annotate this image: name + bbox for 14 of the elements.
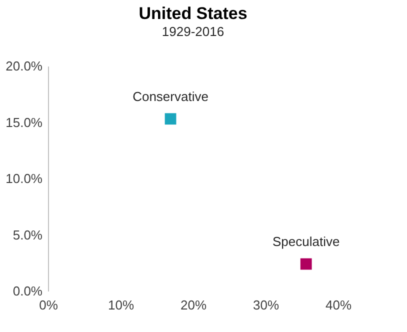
series-label: Conservative — [132, 88, 208, 104]
y-tick-label: 15.0% — [6, 114, 43, 130]
y-tick-label: 5.0% — [12, 227, 43, 242]
x-tick-label: 40% — [325, 298, 352, 312]
chart-subtitle: 1929-2016 — [162, 24, 224, 39]
x-tick-label: 0% — [39, 298, 58, 312]
y-tick-label: 0.0% — [12, 284, 43, 298]
series-label: Speculative — [272, 234, 340, 249]
x-tick-label: 10% — [108, 298, 134, 312]
y-tick-label: 10.0% — [6, 171, 43, 186]
chart-title: United States — [138, 4, 248, 23]
y-tick-label: 20.0% — [6, 58, 43, 74]
x-tick-label: 20% — [180, 298, 207, 312]
x-tick-label: 30% — [252, 298, 280, 312]
